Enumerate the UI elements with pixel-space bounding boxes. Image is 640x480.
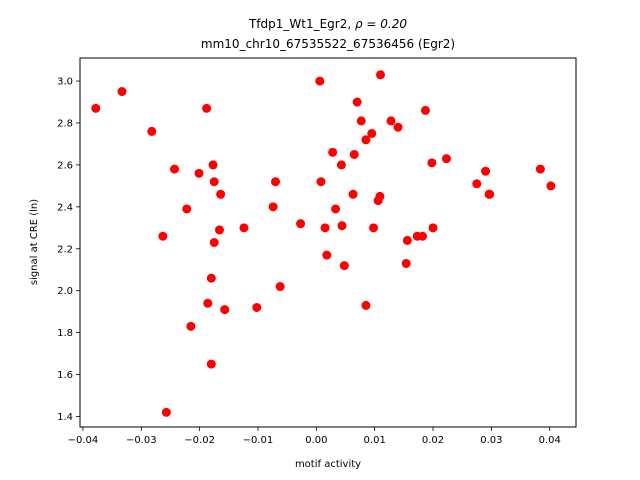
scatter-point [209, 238, 219, 247]
y-tick-label: 1.8 [57, 328, 73, 339]
x-tick-label: 0.02 [422, 435, 444, 446]
scatter-point [339, 261, 349, 271]
scatter-point [158, 231, 168, 241]
scatter-point [375, 191, 385, 201]
scatter-point [485, 189, 495, 199]
scatter-point [402, 235, 412, 245]
scatter-point [361, 300, 371, 310]
x-tick-label: 0.00 [305, 435, 327, 446]
scatter-point [214, 225, 224, 235]
scatter-point [331, 204, 341, 214]
x-tick-label: −0.01 [243, 435, 274, 446]
chart-title-rho: ρ = 0.20 [355, 17, 407, 31]
scatter-point [349, 149, 359, 159]
scatter-point [472, 179, 482, 189]
y-axis-ticks: 1.4 1.6 1.8 2.0 2.2 2.4 2.6 2.8 3.0 [57, 77, 80, 423]
scatter-point [441, 154, 451, 164]
scatter-point [252, 302, 262, 312]
scatter-point [361, 135, 371, 145]
x-tick-label: −0.04 [68, 435, 99, 446]
chart-title: Tfdp1_Wt1_Egr2, ρ = 0.20 [248, 17, 407, 31]
scatter-point [386, 116, 396, 126]
scatter-point [376, 70, 386, 80]
scatter-point [268, 202, 278, 212]
scatter-point [161, 407, 171, 417]
x-tick-label: −0.02 [184, 435, 215, 446]
scatter-point [194, 168, 204, 178]
y-tick-label: 1.6 [57, 370, 73, 381]
scatter-point [220, 305, 230, 315]
scatter-point [170, 164, 180, 174]
scatter-point [535, 164, 545, 174]
scatter-point [316, 177, 326, 187]
scatter-point [427, 158, 437, 168]
scatter-point [147, 126, 157, 136]
scatter-point [117, 87, 127, 97]
scatter-point [239, 223, 249, 233]
x-axis-label: motif activity [295, 459, 361, 470]
scatter-point [328, 147, 338, 157]
y-tick-label: 1.4 [57, 412, 73, 423]
scatter-point [209, 177, 219, 187]
scatter-point [315, 76, 325, 86]
scatter-point [202, 103, 212, 113]
y-tick-label: 2.8 [57, 118, 73, 129]
scatter-point [401, 258, 411, 268]
x-tick-label: −0.03 [126, 435, 157, 446]
scatter-point [186, 321, 196, 331]
scatter-point [322, 250, 332, 260]
scatter-point [336, 160, 346, 170]
scatter-point [320, 223, 330, 233]
scatter-point [348, 189, 358, 199]
y-tick-label: 2.2 [57, 244, 73, 255]
scatter-point [337, 221, 347, 231]
y-axis-label: signal at CRE (ln) [29, 199, 40, 285]
scatter-point [356, 116, 366, 126]
scatter-point [393, 122, 403, 132]
x-tick-label: 0.01 [364, 435, 386, 446]
scatter-point [206, 359, 216, 369]
scatter-point [182, 204, 192, 214]
y-tick-label: 2.0 [57, 286, 73, 297]
scatter-point [216, 189, 226, 199]
scatter-point [206, 273, 216, 283]
scatter-point [203, 298, 213, 308]
scatter-point [270, 177, 280, 187]
scatter-point [275, 282, 285, 292]
data-points [91, 70, 556, 417]
x-tick-label: 0.04 [539, 435, 561, 446]
scatter-point [352, 97, 362, 107]
scatter-point [208, 160, 218, 170]
scatter-point [418, 231, 428, 241]
scatter-point [420, 105, 430, 115]
x-tick-label: 0.03 [480, 435, 502, 446]
scatter-point [546, 181, 556, 191]
scatter-point [296, 219, 306, 229]
y-tick-label: 2.4 [57, 202, 73, 213]
scatter-point [369, 223, 379, 233]
scatter-point [367, 128, 377, 138]
x-axis-ticks: −0.04 −0.03 −0.02 −0.01 0.00 0.01 0.02 0.03 0.04 [68, 427, 561, 446]
scatter-point [481, 166, 491, 176]
plot-frame [79, 57, 577, 428]
chart-title-prefix: Tfdp1_Wt1_Egr2, [248, 17, 355, 31]
scatter-point [91, 103, 101, 113]
chart-subtitle: mm10_chr10_67535522_67536456 (Egr2) [201, 37, 455, 51]
scatter-point [428, 223, 438, 233]
y-tick-label: 2.6 [57, 160, 73, 171]
y-tick-label: 3.0 [57, 77, 73, 88]
